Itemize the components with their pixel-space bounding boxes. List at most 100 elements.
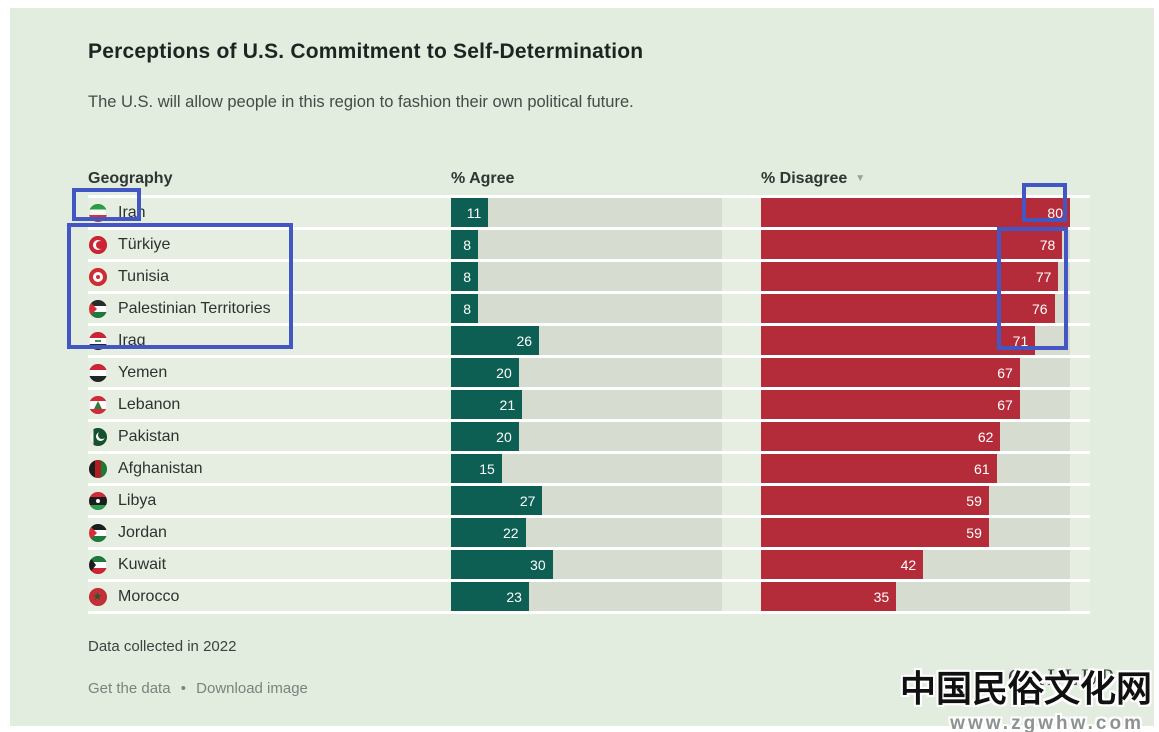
column-gap xyxy=(722,486,761,515)
country-label: Jordan xyxy=(118,523,167,541)
disagree-bar: 67 xyxy=(761,390,1020,419)
agree-bar: 27 xyxy=(451,486,543,515)
geography-cell: Morocco xyxy=(88,582,451,611)
gallup-logo: GALLUP xyxy=(1008,665,1117,690)
agree-bar-track: 8 xyxy=(451,230,722,259)
column-gap xyxy=(722,326,761,355)
agree-bar-track: 15 xyxy=(451,454,722,483)
agree-bar: 8 xyxy=(451,294,479,323)
column-header-agree[interactable]: % Agree xyxy=(451,170,515,187)
flag-icon xyxy=(89,427,107,446)
agree-bar-track: 23 xyxy=(451,582,722,611)
table-row: Libya 27 59 xyxy=(88,483,1090,515)
column-gap xyxy=(722,390,761,419)
column-header-disagree-label: % Disagree xyxy=(761,170,848,187)
disagree-value: 67 xyxy=(997,364,1013,381)
disagree-bar: 35 xyxy=(761,582,897,611)
disagree-bar: 62 xyxy=(761,422,1001,451)
table-row: Kuwait 30 42 xyxy=(88,547,1090,579)
column-gap xyxy=(722,582,761,611)
agree-bar-track: 20 xyxy=(451,358,722,387)
disagree-bar-track: 59 xyxy=(761,518,1070,547)
agree-bar: 26 xyxy=(451,326,540,355)
column-header-geography[interactable]: Geography xyxy=(88,170,173,187)
agree-bar: 20 xyxy=(451,358,519,387)
country-label: Türkiye xyxy=(118,235,171,253)
agree-value: 30 xyxy=(530,556,546,573)
column-gap xyxy=(722,518,761,547)
geography-cell: Yemen xyxy=(88,358,451,387)
sort-descending-icon: ▼ xyxy=(855,172,866,184)
agree-bar: 11 xyxy=(451,198,489,227)
column-gap xyxy=(722,550,761,579)
disagree-bar-track: 67 xyxy=(761,390,1070,419)
watermark-url: www.zgwhw.com xyxy=(950,713,1144,732)
agree-bar-track: 30 xyxy=(451,550,722,579)
disagree-bar: 76 xyxy=(761,294,1055,323)
disagree-bar: 80 xyxy=(761,198,1070,227)
disagree-bar: 67 xyxy=(761,358,1020,387)
column-header-disagree[interactable]: % Disagree ▼ xyxy=(761,170,1070,188)
disagree-value: 76 xyxy=(1031,300,1048,317)
agree-bar: 8 xyxy=(451,262,479,291)
table-row: Tunisia 8 77 xyxy=(88,259,1090,291)
disagree-bar-track: 67 xyxy=(761,358,1070,387)
agree-value: 20 xyxy=(496,364,512,381)
agree-value: 22 xyxy=(502,524,519,541)
column-gap xyxy=(722,230,761,259)
disagree-value: 61 xyxy=(974,460,990,477)
table-row: Palestinian Territories 8 76 xyxy=(88,291,1090,323)
disagree-value: 80 xyxy=(1047,204,1063,221)
disagree-bar-track: 71 xyxy=(761,326,1070,355)
geography-cell: Jordan xyxy=(88,518,451,547)
country-label: Palestinian Territories xyxy=(118,299,271,317)
agree-bar-track: 8 xyxy=(451,262,722,291)
country-label: Yemen xyxy=(118,363,168,381)
download-image-link[interactable]: Download image xyxy=(196,680,308,697)
disagree-bar: 42 xyxy=(761,550,924,579)
get-the-data-link[interactable]: Get the data xyxy=(88,680,171,697)
column-gap xyxy=(722,358,761,387)
disagree-value: 35 xyxy=(873,588,890,605)
agree-bar-track: 11 xyxy=(451,198,722,227)
table-row: Lebanon 21 67 xyxy=(88,387,1090,419)
agree-bar: 8 xyxy=(451,230,479,259)
geography-cell: Pakistan xyxy=(88,422,451,451)
agree-value: 20 xyxy=(496,428,512,445)
flag-icon xyxy=(89,523,107,542)
geography-cell: Palestinian Territories xyxy=(88,294,451,323)
agree-bar: 20 xyxy=(451,422,519,451)
agree-bar-track: 22 xyxy=(451,518,722,547)
country-label: Libya xyxy=(118,491,157,509)
disagree-bar-track: 62 xyxy=(761,422,1070,451)
chart-panel: Perceptions of U.S. Commitment to Self-D… xyxy=(10,8,1154,732)
country-label: Iran xyxy=(118,203,146,221)
agree-value: 8 xyxy=(463,300,472,317)
agree-bar: 23 xyxy=(451,582,529,611)
disagree-value: 71 xyxy=(1012,332,1029,349)
geography-cell: Türkiye xyxy=(88,230,451,259)
agree-bar-track: 21 xyxy=(451,390,722,419)
disagree-bar-track: 80 xyxy=(761,198,1070,227)
agree-bar-track: 20 xyxy=(451,422,722,451)
agree-value: 8 xyxy=(463,236,472,253)
country-label: Afghanistan xyxy=(118,459,203,477)
agree-bar: 30 xyxy=(451,550,553,579)
disagree-bar: 78 xyxy=(761,230,1063,259)
column-gap xyxy=(722,262,761,291)
footer-links: Get the data • Download image xyxy=(88,680,308,697)
disagree-bar: 61 xyxy=(761,454,997,483)
country-label: Pakistan xyxy=(118,427,180,445)
table-row: Iraq 26 71 xyxy=(88,323,1090,355)
geography-cell: Iraq xyxy=(88,326,451,355)
flag-icon xyxy=(89,299,107,318)
column-gap xyxy=(722,454,761,483)
column-gap xyxy=(722,294,761,323)
agree-bar-track: 27 xyxy=(451,486,722,515)
table-row: Jordan 22 59 xyxy=(88,515,1090,547)
country-label: Lebanon xyxy=(118,395,181,413)
disagree-bar-track: 42 xyxy=(761,550,1070,579)
geography-cell: Libya xyxy=(88,486,451,515)
table-row: Yemen 20 67 xyxy=(88,355,1090,387)
agree-value: 15 xyxy=(479,460,495,477)
